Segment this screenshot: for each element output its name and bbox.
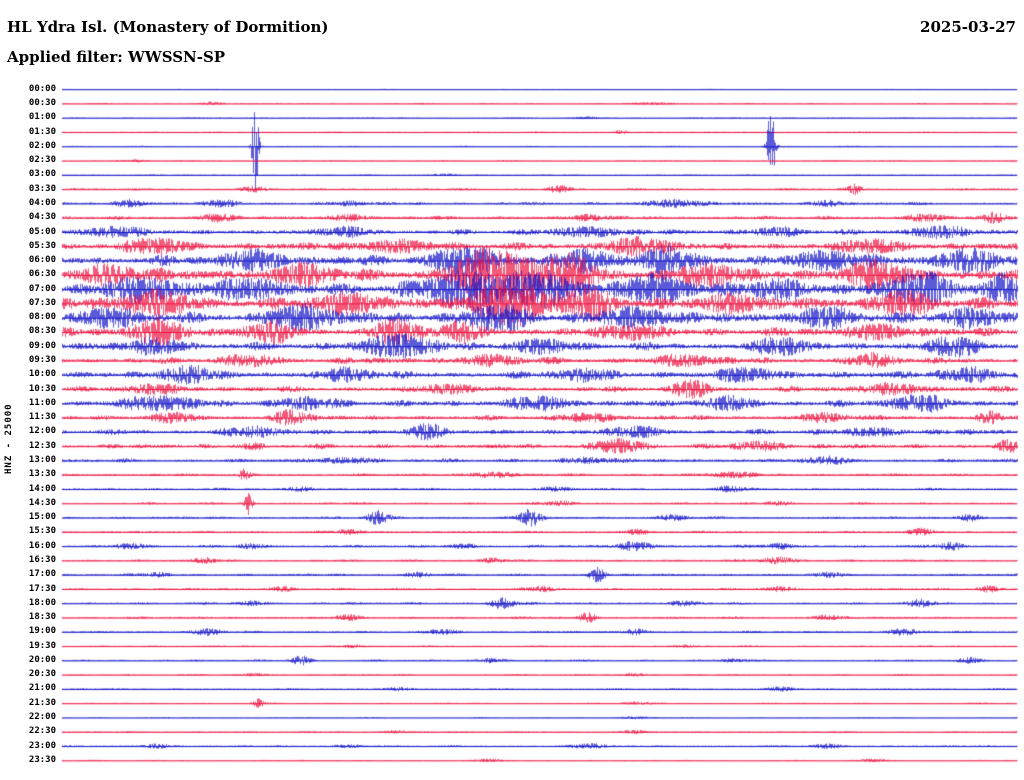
- time-label: 10:30: [28, 383, 56, 394]
- time-label: 22:00: [28, 712, 56, 723]
- time-label: 18:30: [28, 612, 56, 623]
- time-label: 02:30: [28, 155, 56, 166]
- time-label: 01:00: [28, 112, 56, 123]
- time-label: 06:00: [28, 255, 56, 266]
- time-label: 07:00: [28, 283, 56, 294]
- time-label: 05:00: [28, 226, 56, 237]
- time-label: 20:00: [28, 654, 56, 665]
- time-label: 11:30: [28, 412, 56, 423]
- time-label: 15:00: [28, 512, 56, 523]
- time-label: 15:30: [28, 526, 56, 537]
- time-label: 19:30: [28, 640, 56, 651]
- time-label: 23:00: [28, 740, 56, 751]
- time-label: 09:30: [28, 355, 56, 366]
- time-label: 05:30: [28, 240, 56, 251]
- time-label: 17:00: [28, 569, 56, 580]
- time-label: 10:00: [28, 369, 56, 380]
- time-label: 00:00: [28, 83, 56, 94]
- time-label: 03:30: [28, 183, 56, 194]
- time-label: 18:00: [28, 597, 56, 608]
- time-label: 21:00: [28, 683, 56, 694]
- time-label: 08:30: [28, 326, 56, 337]
- time-label: 09:00: [28, 340, 56, 351]
- time-label: 02:00: [28, 140, 56, 151]
- time-label: 03:00: [28, 169, 56, 180]
- time-label: 21:30: [28, 697, 56, 708]
- time-label: 16:30: [28, 554, 56, 565]
- time-label: 00:30: [28, 97, 56, 108]
- time-label: 14:00: [28, 483, 56, 494]
- time-label: 17:30: [28, 583, 56, 594]
- time-label: 08:00: [28, 312, 56, 323]
- time-label: 20:30: [28, 669, 56, 680]
- time-label: 07:30: [28, 297, 56, 308]
- time-label: 14:30: [28, 497, 56, 508]
- time-label: 23:30: [28, 754, 56, 765]
- time-label: 12:00: [28, 426, 56, 437]
- time-label: 13:00: [28, 454, 56, 465]
- time-label: 06:30: [28, 269, 56, 280]
- time-label: 12:30: [28, 440, 56, 451]
- time-axis-labels: 00:00 00:30 01:00 01:30 02:00 02:30 03:00 03:30…: [0, 0, 57, 780]
- time-label: 22:30: [28, 726, 56, 737]
- time-label: 01:30: [28, 126, 56, 137]
- time-label: 04:00: [28, 197, 56, 208]
- time-label: 04:30: [28, 212, 56, 223]
- time-label: 19:00: [28, 626, 56, 637]
- time-label: 16:00: [28, 540, 56, 551]
- time-label: 13:30: [28, 469, 56, 480]
- time-label: 11:00: [28, 397, 56, 408]
